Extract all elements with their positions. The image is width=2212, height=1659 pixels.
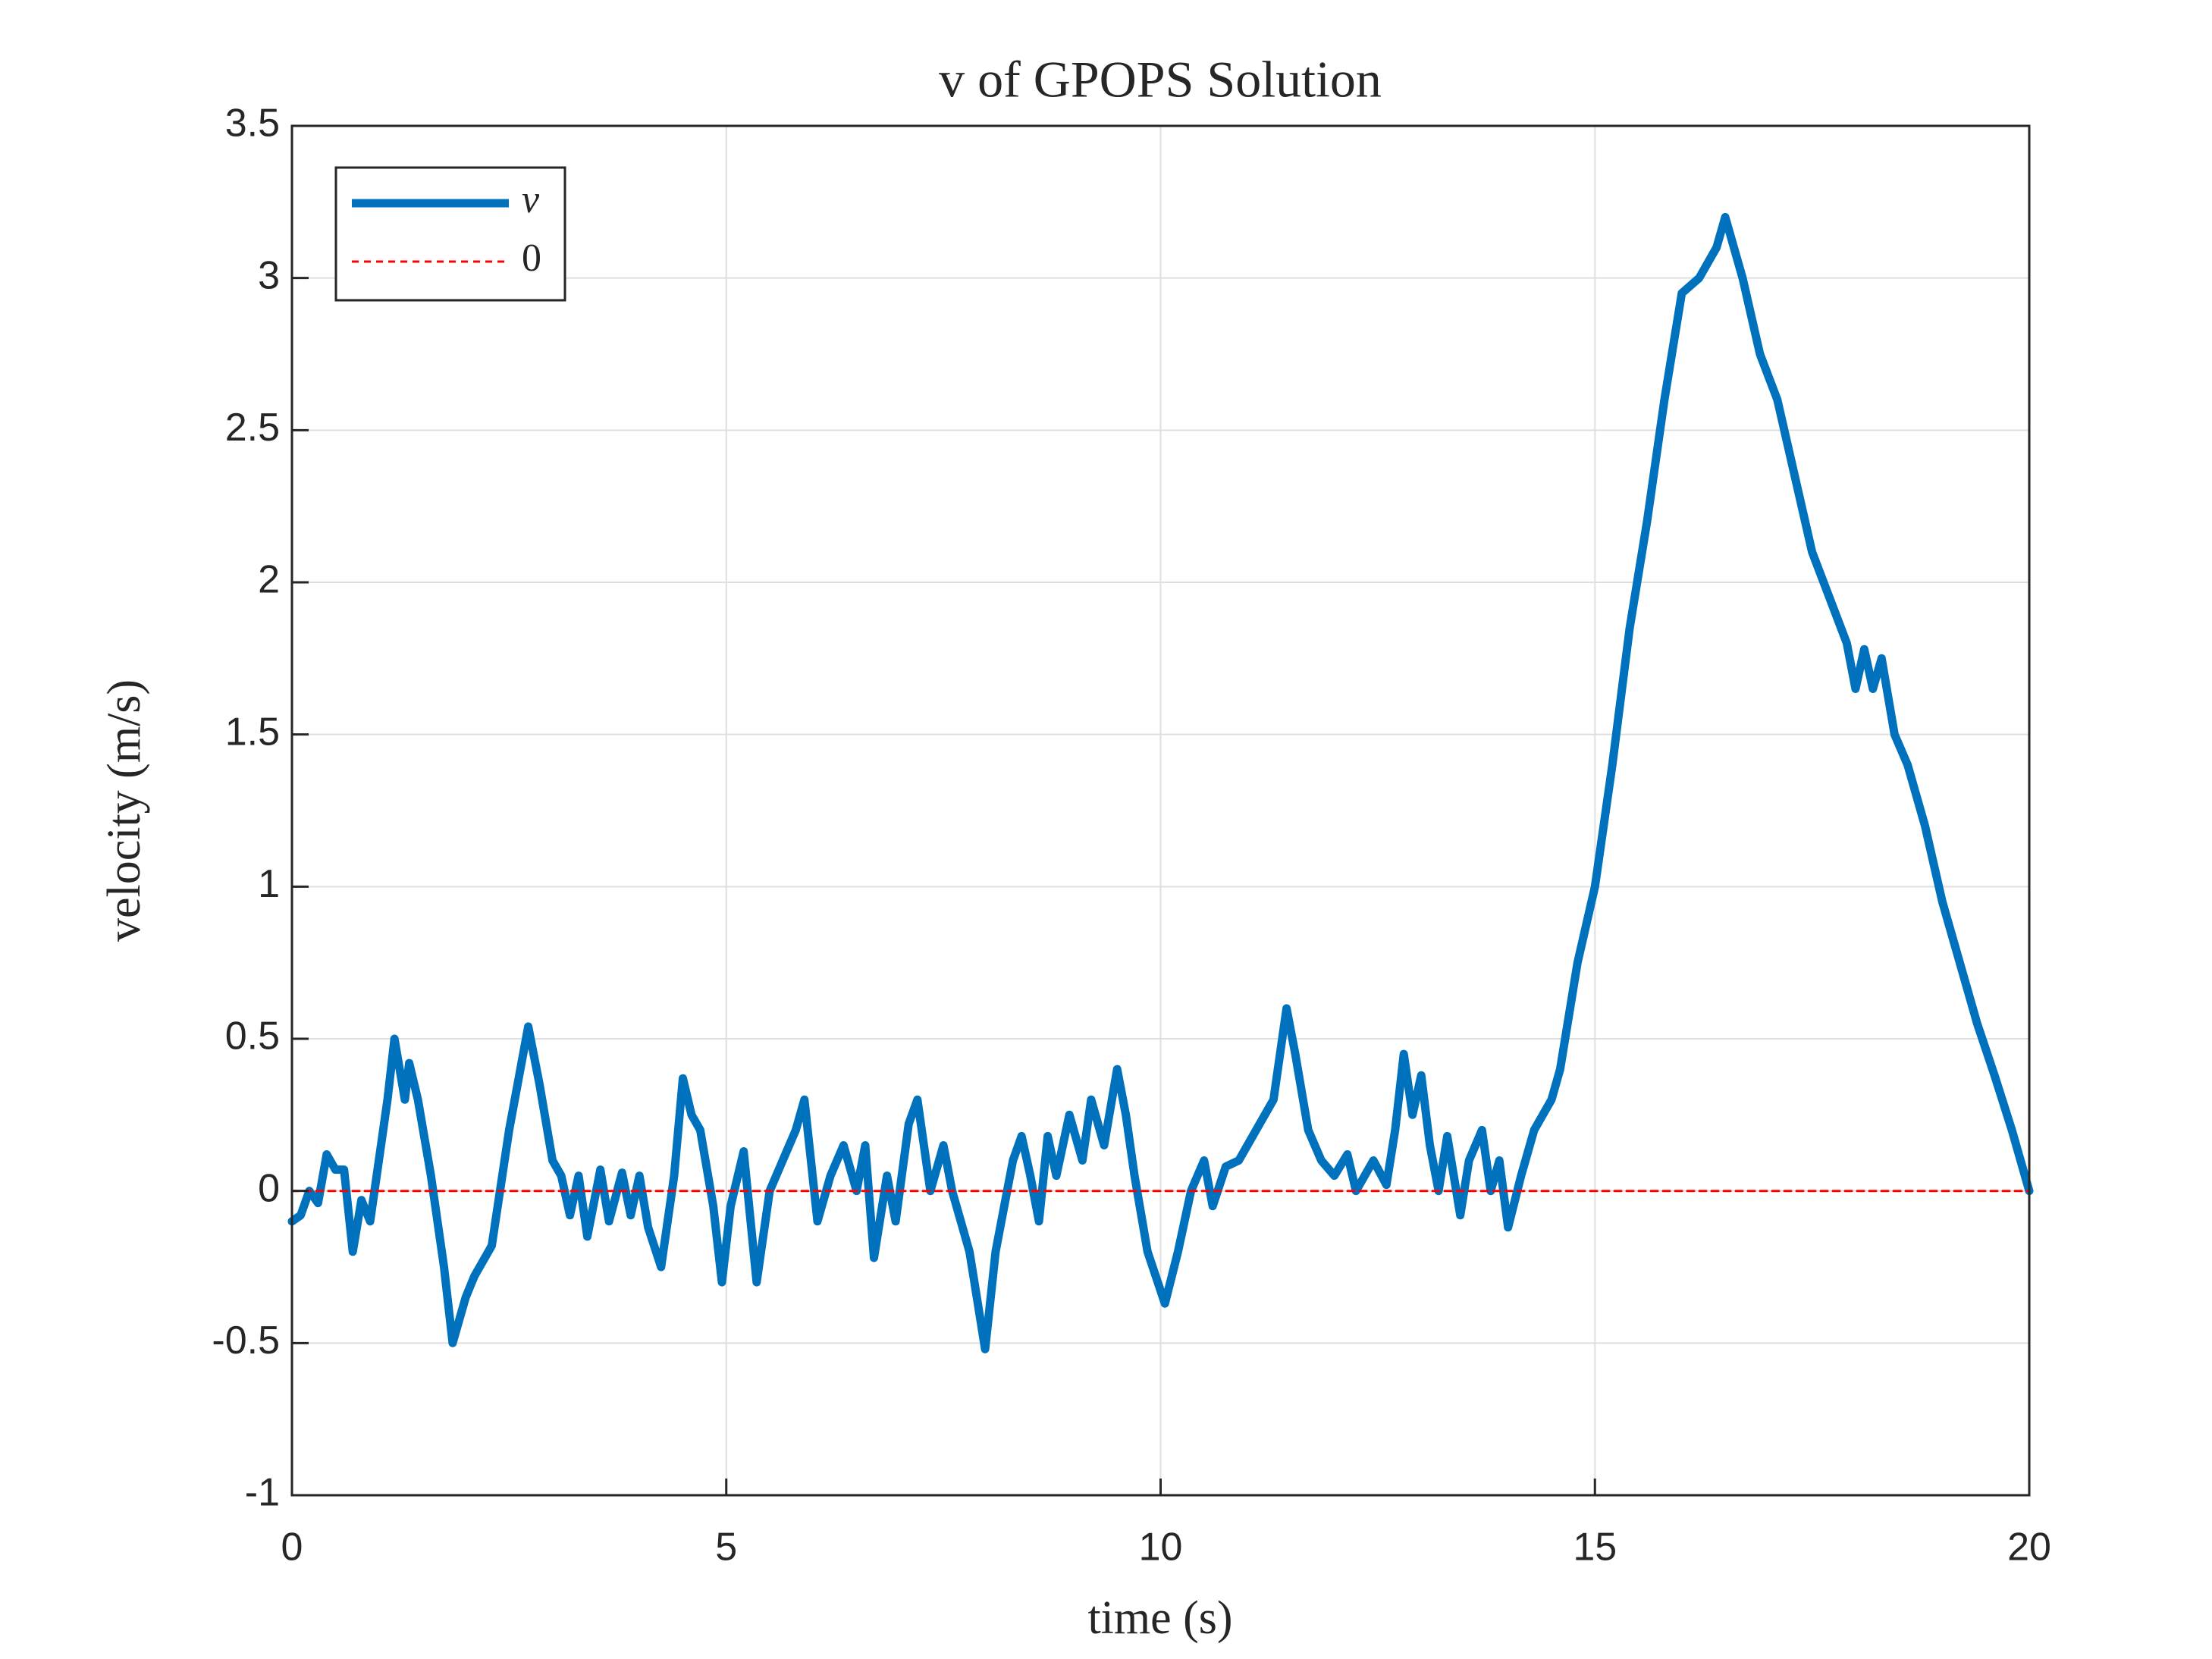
legend-label: 0 <box>522 237 541 280</box>
y-tick-label: 0.5 <box>225 1015 280 1058</box>
y-tick-label: -1 <box>245 1471 280 1515</box>
series-line <box>287 212 2034 1353</box>
legend-box <box>334 166 566 302</box>
x-tick-label: 20 <box>2007 1526 2051 1570</box>
plot-area <box>287 212 2034 1353</box>
y-tick-label: 2 <box>258 558 280 602</box>
y-tick-label: 3.5 <box>225 102 280 146</box>
ticks: 0 5 10 15 20 -1 -0.5 0 0.5 1 1.5 2 2.5 3 3.5 <box>212 102 2051 1570</box>
x-tick-label: 0 <box>281 1526 303 1570</box>
y-tick-label: -0.5 <box>212 1319 280 1363</box>
y-tick-label: 1 <box>258 862 280 906</box>
chart-title: v of GPOPS Solution <box>939 51 1382 108</box>
legend: v0 <box>334 166 566 302</box>
y-tick-label: 2.5 <box>225 406 280 450</box>
x-tick-label: 5 <box>715 1526 737 1570</box>
x-axis-label: time (s) <box>1087 1592 1232 1644</box>
y-tick-label: 1.5 <box>225 710 280 754</box>
y-axis-label: velocity (m/s) <box>99 679 150 942</box>
x-tick-label: 15 <box>1573 1526 1617 1570</box>
y-tick-label: 0 <box>258 1166 280 1210</box>
legend-label: v <box>522 178 540 221</box>
x-tick-label: 10 <box>1139 1526 1183 1570</box>
y-tick-label: 3 <box>258 253 280 297</box>
